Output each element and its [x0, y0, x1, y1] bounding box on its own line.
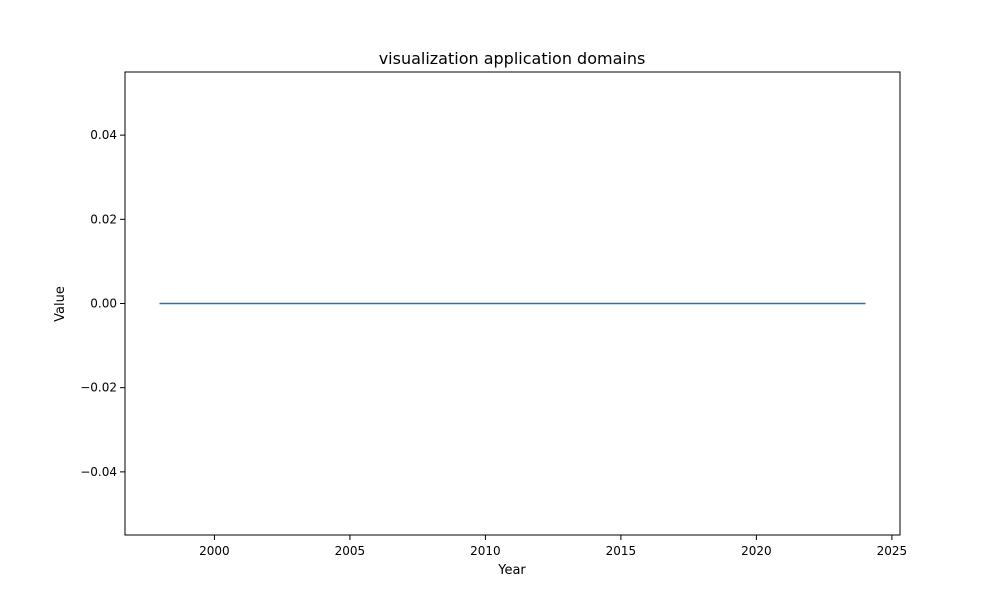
y-tick-label: 0.02 — [90, 212, 117, 226]
y-tick-label: 0.04 — [90, 128, 117, 142]
x-axis-label: Year — [497, 563, 526, 578]
x-tick-label: 2020 — [741, 544, 772, 558]
plot-area: 2000 2005 2010 2015 2020 2025 −0.04 −0.02 0.00 0… — [80, 71, 907, 558]
y-axis-label: Value — [53, 286, 68, 322]
chart-title: visualization application domains — [379, 49, 646, 68]
x-axis-ticks: 2000 2005 2010 2015 2020 2025 — [199, 535, 907, 558]
x-tick-label: 2025 — [877, 544, 908, 558]
y-axis-ticks: −0.04 −0.02 0.00 0.02 0.04 — [80, 128, 125, 479]
x-tick-label: 2015 — [606, 544, 637, 558]
x-tick-label: 2010 — [470, 544, 501, 558]
x-tick-label: 2000 — [199, 544, 230, 558]
y-tick-label: 0.00 — [90, 297, 117, 311]
x-tick-label: 2005 — [335, 544, 366, 558]
y-tick-label: −0.04 — [80, 465, 117, 479]
y-tick-label: −0.02 — [80, 381, 117, 395]
